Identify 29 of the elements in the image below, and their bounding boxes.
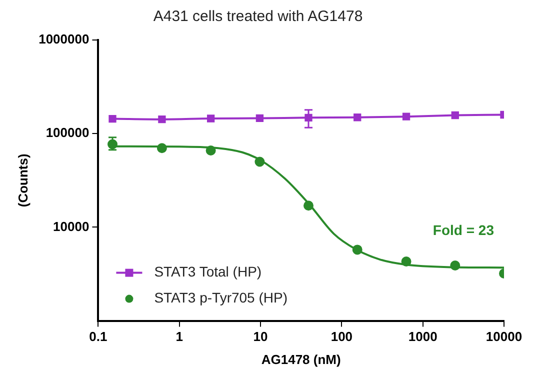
point: [451, 111, 459, 120]
legend-label: STAT3 p-Tyr705 (HP): [154, 290, 288, 306]
x-axis-title: AG1478 (nM): [261, 352, 341, 367]
point: [254, 156, 265, 167]
point: [450, 260, 460, 270]
y-tick-label: 100000: [46, 125, 90, 140]
x-tick-label: 100: [330, 329, 353, 344]
x-tick-label: 1: [176, 329, 183, 344]
x-tick-label: 10000: [486, 329, 522, 344]
point: [206, 114, 215, 122]
point: [352, 244, 362, 255]
point: [158, 116, 166, 124]
point: [303, 200, 314, 211]
point: [354, 114, 362, 122]
y-axis-title: (Counts): [15, 154, 30, 208]
point: [401, 256, 412, 267]
chart-title: A431 cells treated with AG1478: [153, 8, 363, 26]
x-tick-label: 1000: [408, 329, 438, 344]
point: [156, 143, 167, 154]
point: [108, 114, 116, 123]
legend-label: STAT3 Total (HP): [154, 264, 262, 280]
point: [256, 114, 264, 122]
y-tick-label: 10000: [53, 218, 90, 234]
annotation: Fold = 23: [432, 222, 494, 238]
point: [402, 112, 410, 120]
point: [206, 145, 216, 156]
y-tick-label: 1000000: [38, 32, 90, 47]
x-tick-label: 0.1: [89, 329, 108, 344]
x-tick-label: 10: [253, 329, 268, 344]
